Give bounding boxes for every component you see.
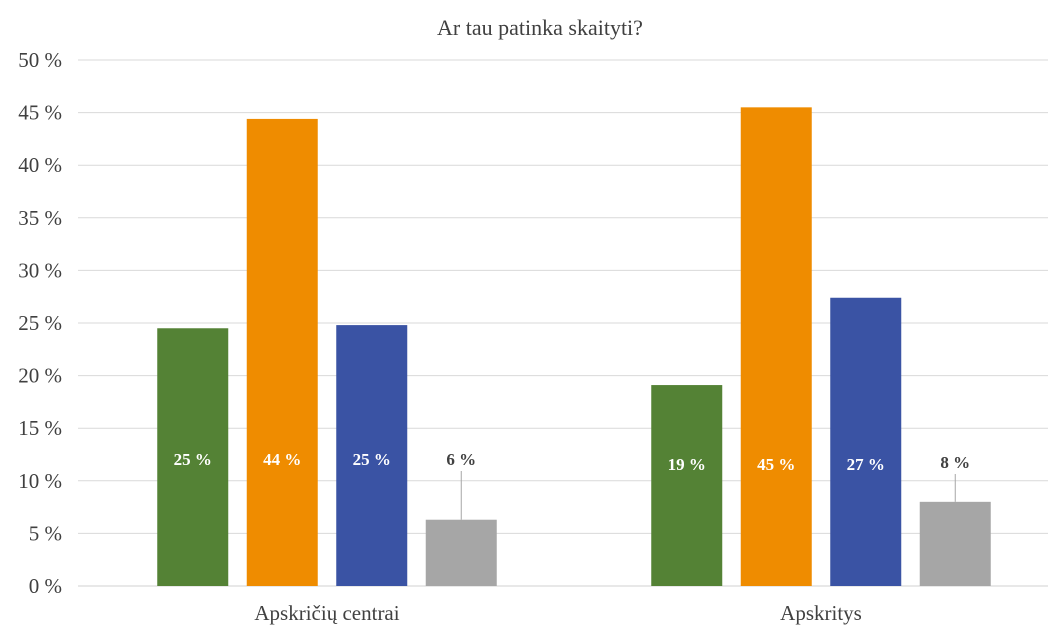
data-labels: 25 % 44 % 25 % 6 % 19 % 45 % 27 % 8 % [174, 450, 970, 520]
y-tick-label: 45 % [18, 101, 62, 125]
x-tick-label: Apskritys [780, 601, 862, 625]
y-tick-label: 10 % [18, 469, 62, 493]
bar [157, 328, 229, 586]
bar [740, 107, 812, 586]
bar [246, 118, 318, 587]
data-label: 45 % [757, 455, 795, 474]
y-tick-label: 35 % [18, 206, 62, 230]
data-label: 25 % [353, 450, 391, 469]
bar [651, 385, 723, 586]
chart-title: Ar tau patinka skaityti? [437, 15, 643, 40]
y-tick-label: 20 % [18, 364, 62, 388]
data-label: 19 % [668, 455, 706, 474]
y-tick-label: 5 % [29, 521, 62, 545]
x-tick-label: Apskričių centrai [254, 601, 399, 625]
y-tick-label: 40 % [18, 153, 62, 177]
bars [157, 107, 991, 587]
bar [919, 501, 991, 586]
gridlines [78, 59, 1048, 587]
y-tick-label: 15 % [18, 416, 62, 440]
data-label: 8 % [940, 453, 970, 472]
bar [336, 325, 408, 586]
y-axis-ticks: 0 % 5 % 10 % 15 % 20 % 25 % 30 % 35 % 40 % 45 % 50… [18, 48, 62, 598]
y-tick-label: 25 % [18, 311, 62, 335]
data-label: 44 % [263, 450, 301, 469]
data-label: 25 % [174, 450, 212, 469]
x-axis-ticks: Apskričių centrai Apskritys [254, 601, 861, 625]
y-tick-label: 50 % [18, 48, 62, 72]
bar [425, 519, 497, 586]
y-tick-label: 0 % [29, 574, 62, 598]
data-label: 27 % [847, 455, 885, 474]
bar [830, 297, 902, 586]
y-tick-label: 30 % [18, 258, 62, 282]
data-label: 6 % [446, 450, 476, 469]
